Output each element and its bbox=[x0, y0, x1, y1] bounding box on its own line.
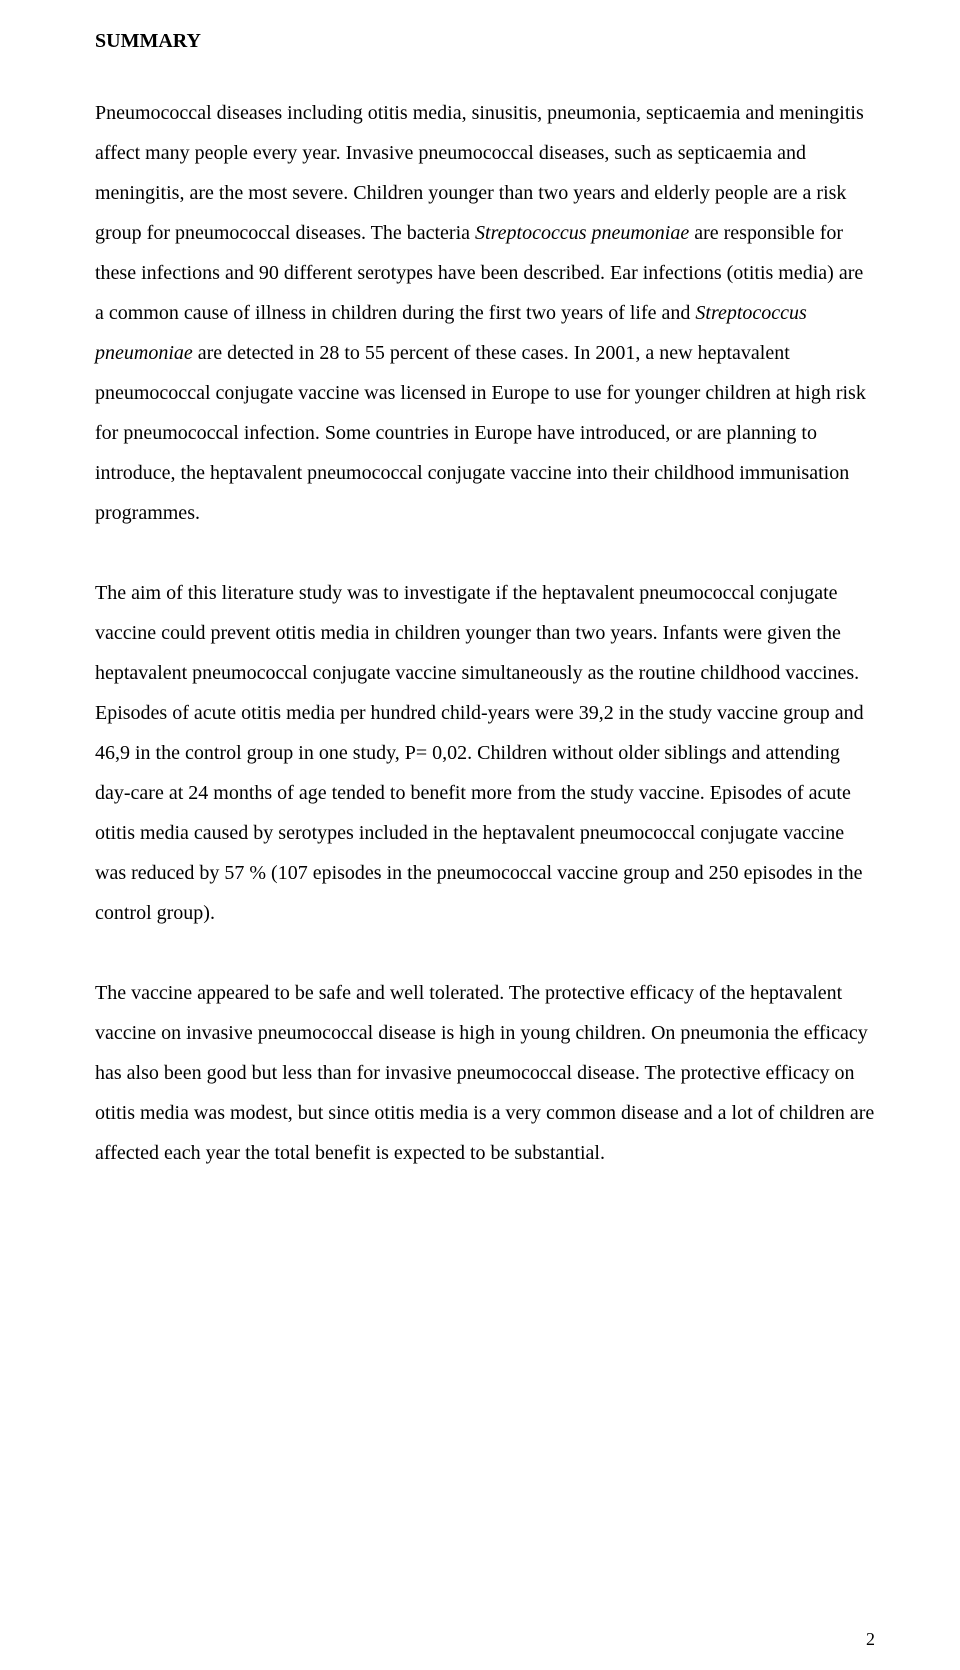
para1-italic-1: Streptococcus pneumoniae bbox=[475, 222, 689, 244]
para1-text-3: are detected in 28 to 55 percent of thes… bbox=[95, 342, 866, 524]
section-heading: SUMMARY bbox=[95, 30, 875, 53]
paragraph-3: The vaccine appeared to be safe and well… bbox=[95, 973, 875, 1173]
page-container: SUMMARY Pneumococcal diseases including … bbox=[0, 0, 960, 1670]
paragraph-2: The aim of this literature study was to … bbox=[95, 573, 875, 933]
paragraph-1: Pneumococcal diseases including otitis m… bbox=[95, 93, 875, 533]
page-number: 2 bbox=[866, 1629, 875, 1650]
